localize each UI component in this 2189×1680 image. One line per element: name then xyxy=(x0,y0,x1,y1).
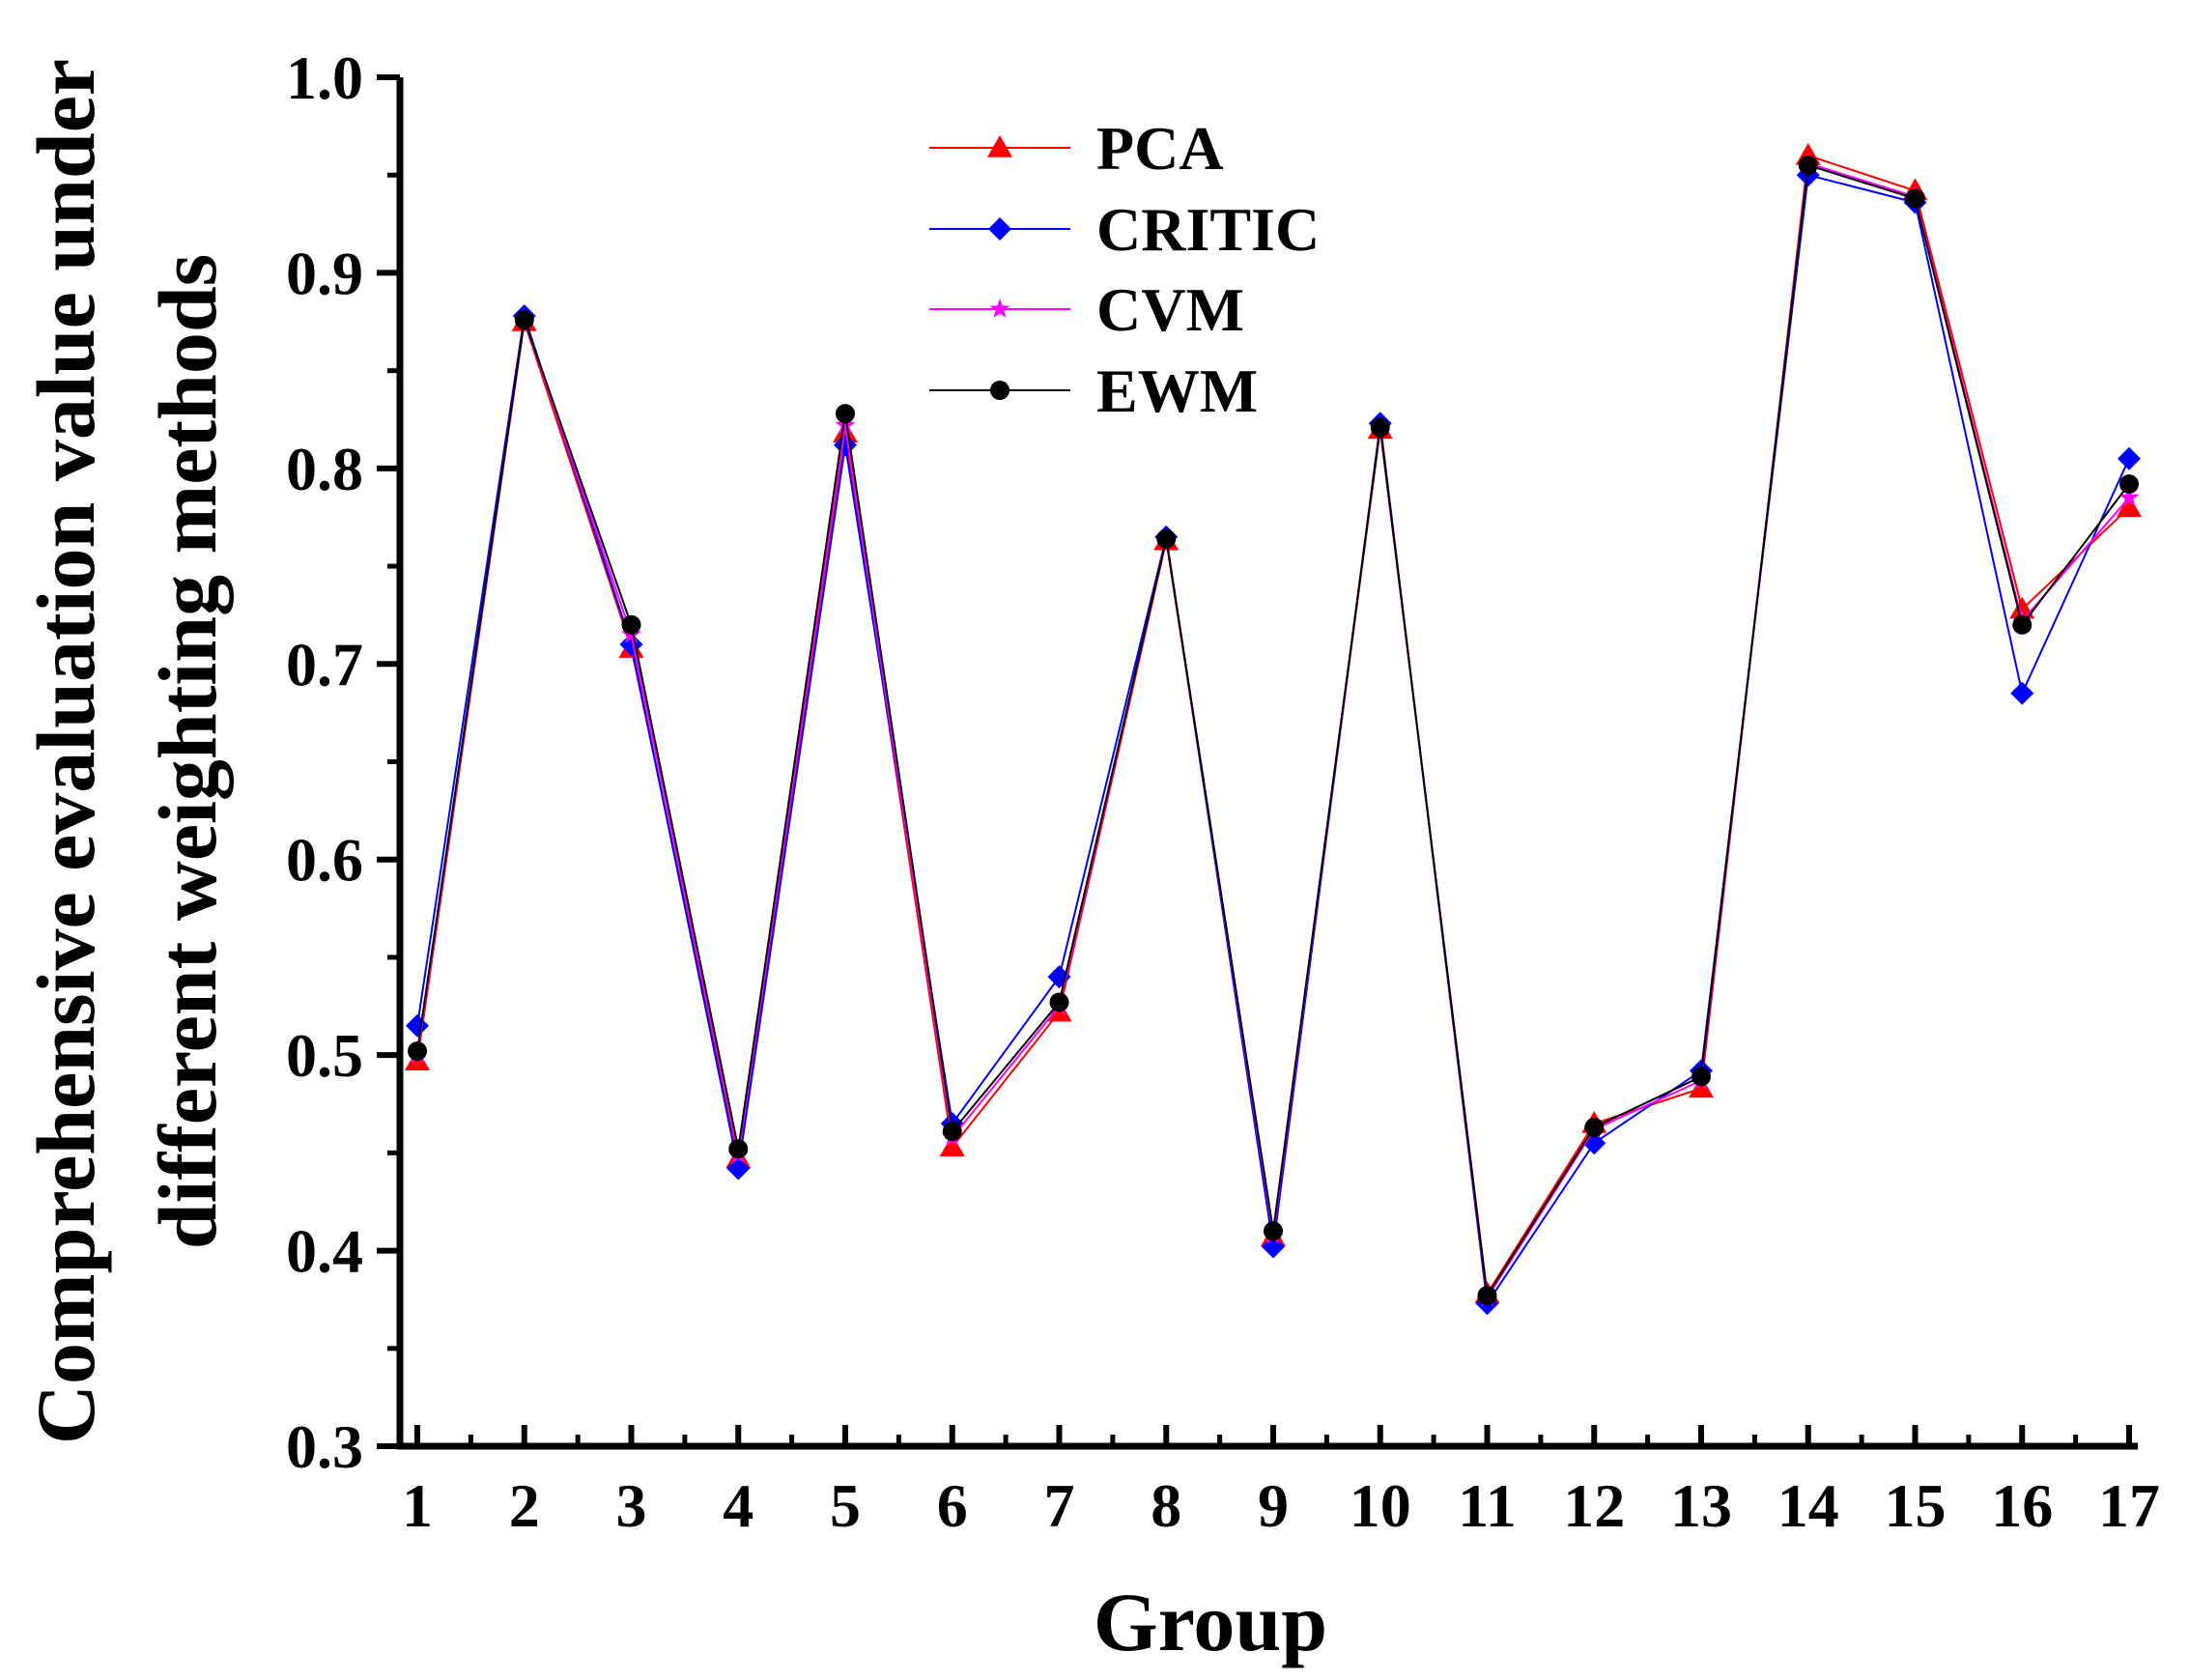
x-tick-label: 16 xyxy=(1991,1471,2053,1540)
axis-titles: Group Comprehensive evaluation value und… xyxy=(19,59,1327,1668)
legend-item-pca: PCA xyxy=(929,114,1224,183)
series-line-pca xyxy=(416,154,2130,1297)
legend-marker-cvm xyxy=(989,299,1010,318)
y-axis-title-line-2: different weighting methods xyxy=(141,254,234,1249)
x-tick-label: 14 xyxy=(1777,1471,1839,1540)
data-point-ewm xyxy=(408,1041,427,1062)
data-point-ewm xyxy=(1156,528,1177,549)
data-point-ewm xyxy=(728,1139,749,1159)
data-point-critic xyxy=(1262,1235,1285,1259)
x-tick-label: 4 xyxy=(723,1471,753,1540)
x-axis-title: Group xyxy=(1094,1576,1327,1668)
data-point-cvm xyxy=(835,414,856,435)
y-tick-label: 1.0 xyxy=(286,43,363,112)
data-point-ewm xyxy=(1049,992,1069,1012)
legend-item-cvm: CVM xyxy=(929,275,1244,344)
x-tick-label: 13 xyxy=(1670,1471,1732,1540)
series-line-cvm xyxy=(416,161,2130,1301)
legend-label-ewm: EWM xyxy=(1096,356,1258,425)
legend: PCA CRITIC CVM EWM xyxy=(929,114,1320,425)
x-tick-label: 17 xyxy=(2098,1471,2160,1540)
legend-marker-pca xyxy=(987,135,1012,157)
data-point-ewm xyxy=(1692,1067,1711,1087)
data-point-ewm xyxy=(2012,614,2033,635)
y-tick-label: 0.4 xyxy=(286,1217,363,1286)
y-tick-label: 0.5 xyxy=(286,1021,363,1090)
x-tick-label: 12 xyxy=(1563,1471,1625,1540)
y-tick-label: 0.8 xyxy=(286,435,363,503)
data-point-ewm xyxy=(514,310,534,330)
x-tick-label: 1 xyxy=(402,1471,433,1540)
data-point-critic xyxy=(406,1013,429,1038)
axes: 0.30.40.50.60.70.80.91.01 2 3 4 5 6 7 8 9 10 11 12 1… xyxy=(286,43,2160,1540)
x-tick-label: 6 xyxy=(937,1471,968,1540)
x-tick-label: 5 xyxy=(830,1471,861,1540)
data-point-ewm xyxy=(1905,188,1925,209)
x-tick-label: 2 xyxy=(509,1471,540,1540)
series-cvm xyxy=(407,153,2140,1307)
legend-label-pca: PCA xyxy=(1096,114,1224,183)
legend-item-ewm: EWM xyxy=(929,356,1258,425)
series-pca xyxy=(405,142,2142,1303)
x-tick-label: 9 xyxy=(1258,1471,1289,1540)
series-line-ewm xyxy=(416,163,2130,1298)
series-ewm xyxy=(408,156,2139,1306)
series-layer xyxy=(405,142,2142,1316)
x-tick-label: 7 xyxy=(1044,1471,1075,1540)
data-point-ewm xyxy=(1798,156,1818,176)
data-point-pca xyxy=(1689,1075,1714,1098)
data-point-ewm xyxy=(1264,1221,1283,1241)
data-point-pca xyxy=(2117,495,2142,518)
legend-label-cvm: CVM xyxy=(1096,275,1244,344)
x-tick-label: 10 xyxy=(1350,1471,1411,1540)
legend-label-critic: CRITIC xyxy=(1096,195,1320,264)
x-tick-label: 11 xyxy=(1458,1471,1516,1540)
legend-item-critic: CRITIC xyxy=(929,195,1320,264)
data-point-pca xyxy=(939,1134,965,1157)
data-point-critic xyxy=(2118,446,2141,470)
y-axis-title-line-1: Comprehensive evaluation value under xyxy=(19,59,112,1444)
data-point-ewm xyxy=(836,404,855,424)
y-tick-label: 0.3 xyxy=(286,1412,363,1481)
data-point-ewm xyxy=(1584,1118,1605,1138)
legend-marker-critic xyxy=(988,217,1011,241)
data-point-critic xyxy=(2010,681,2034,705)
legend-marker-ewm xyxy=(990,381,1009,400)
data-point-cvm xyxy=(2118,487,2140,507)
series-critic xyxy=(406,163,2141,1316)
data-point-ewm xyxy=(1370,417,1390,438)
data-point-ewm xyxy=(2119,474,2139,495)
series-line-critic xyxy=(416,173,2130,1307)
x-tick-label: 15 xyxy=(1885,1471,1947,1540)
y-tick-label: 0.7 xyxy=(286,630,363,698)
x-tick-label: 8 xyxy=(1151,1471,1181,1540)
data-point-ewm xyxy=(942,1122,962,1142)
data-point-ewm xyxy=(1477,1286,1497,1306)
y-tick-label: 0.6 xyxy=(286,826,363,895)
y-tick-label: 0.9 xyxy=(286,239,363,307)
data-point-ewm xyxy=(621,614,641,635)
x-tick-label: 3 xyxy=(616,1471,647,1540)
